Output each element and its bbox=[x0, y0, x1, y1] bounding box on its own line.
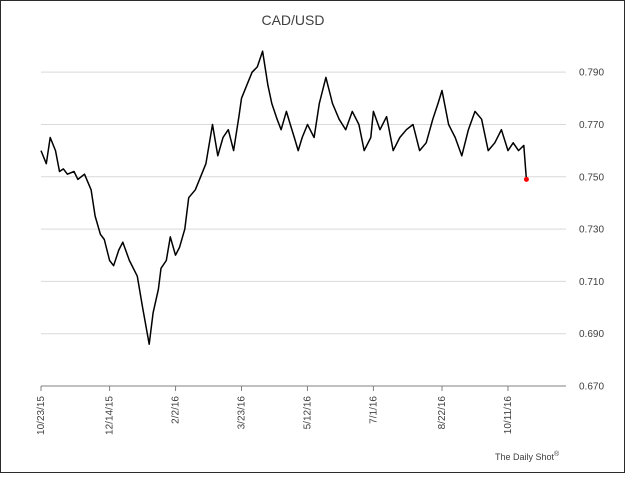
x-tick-label: 5/12/16 bbox=[302, 396, 313, 430]
last-value-marker bbox=[523, 176, 529, 182]
series-layer bbox=[40, 50, 529, 345]
x-tick-label: 2/2/16 bbox=[171, 396, 182, 424]
series-line-cad-usd bbox=[40, 50, 528, 345]
x-tick-label: 10/11/16 bbox=[503, 396, 514, 435]
x-axis: 10/23/15 12/14/15 2/2/16 3/23/16 5/12/16 7/1/… bbox=[36, 385, 566, 435]
x-tick-label: 10/23/15 bbox=[36, 396, 47, 435]
gridlines bbox=[41, 71, 566, 335]
y-tick-label: 0.670 bbox=[579, 382, 604, 393]
x-tick-label: 12/14/15 bbox=[105, 396, 116, 435]
y-tick-label: 0.790 bbox=[579, 68, 604, 79]
y-tick-label: 0.750 bbox=[579, 172, 604, 183]
y-tick-label: 0.710 bbox=[579, 277, 604, 288]
x-tick-label: 3/23/16 bbox=[237, 396, 248, 430]
y-axis: 0.670 0.690 0.710 0.730 0.750 0.770 0.790 bbox=[579, 68, 604, 393]
credit-label: The Daily Shot® bbox=[495, 450, 560, 462]
y-tick-label: 0.730 bbox=[579, 225, 604, 236]
y-tick-label: 0.770 bbox=[579, 120, 604, 131]
chart-title: CAD/USD bbox=[261, 12, 324, 28]
x-tick-label: 7/1/16 bbox=[368, 396, 379, 424]
x-tick-label: 8/22/16 bbox=[437, 396, 448, 430]
y-tick-label: 0.690 bbox=[579, 329, 604, 340]
